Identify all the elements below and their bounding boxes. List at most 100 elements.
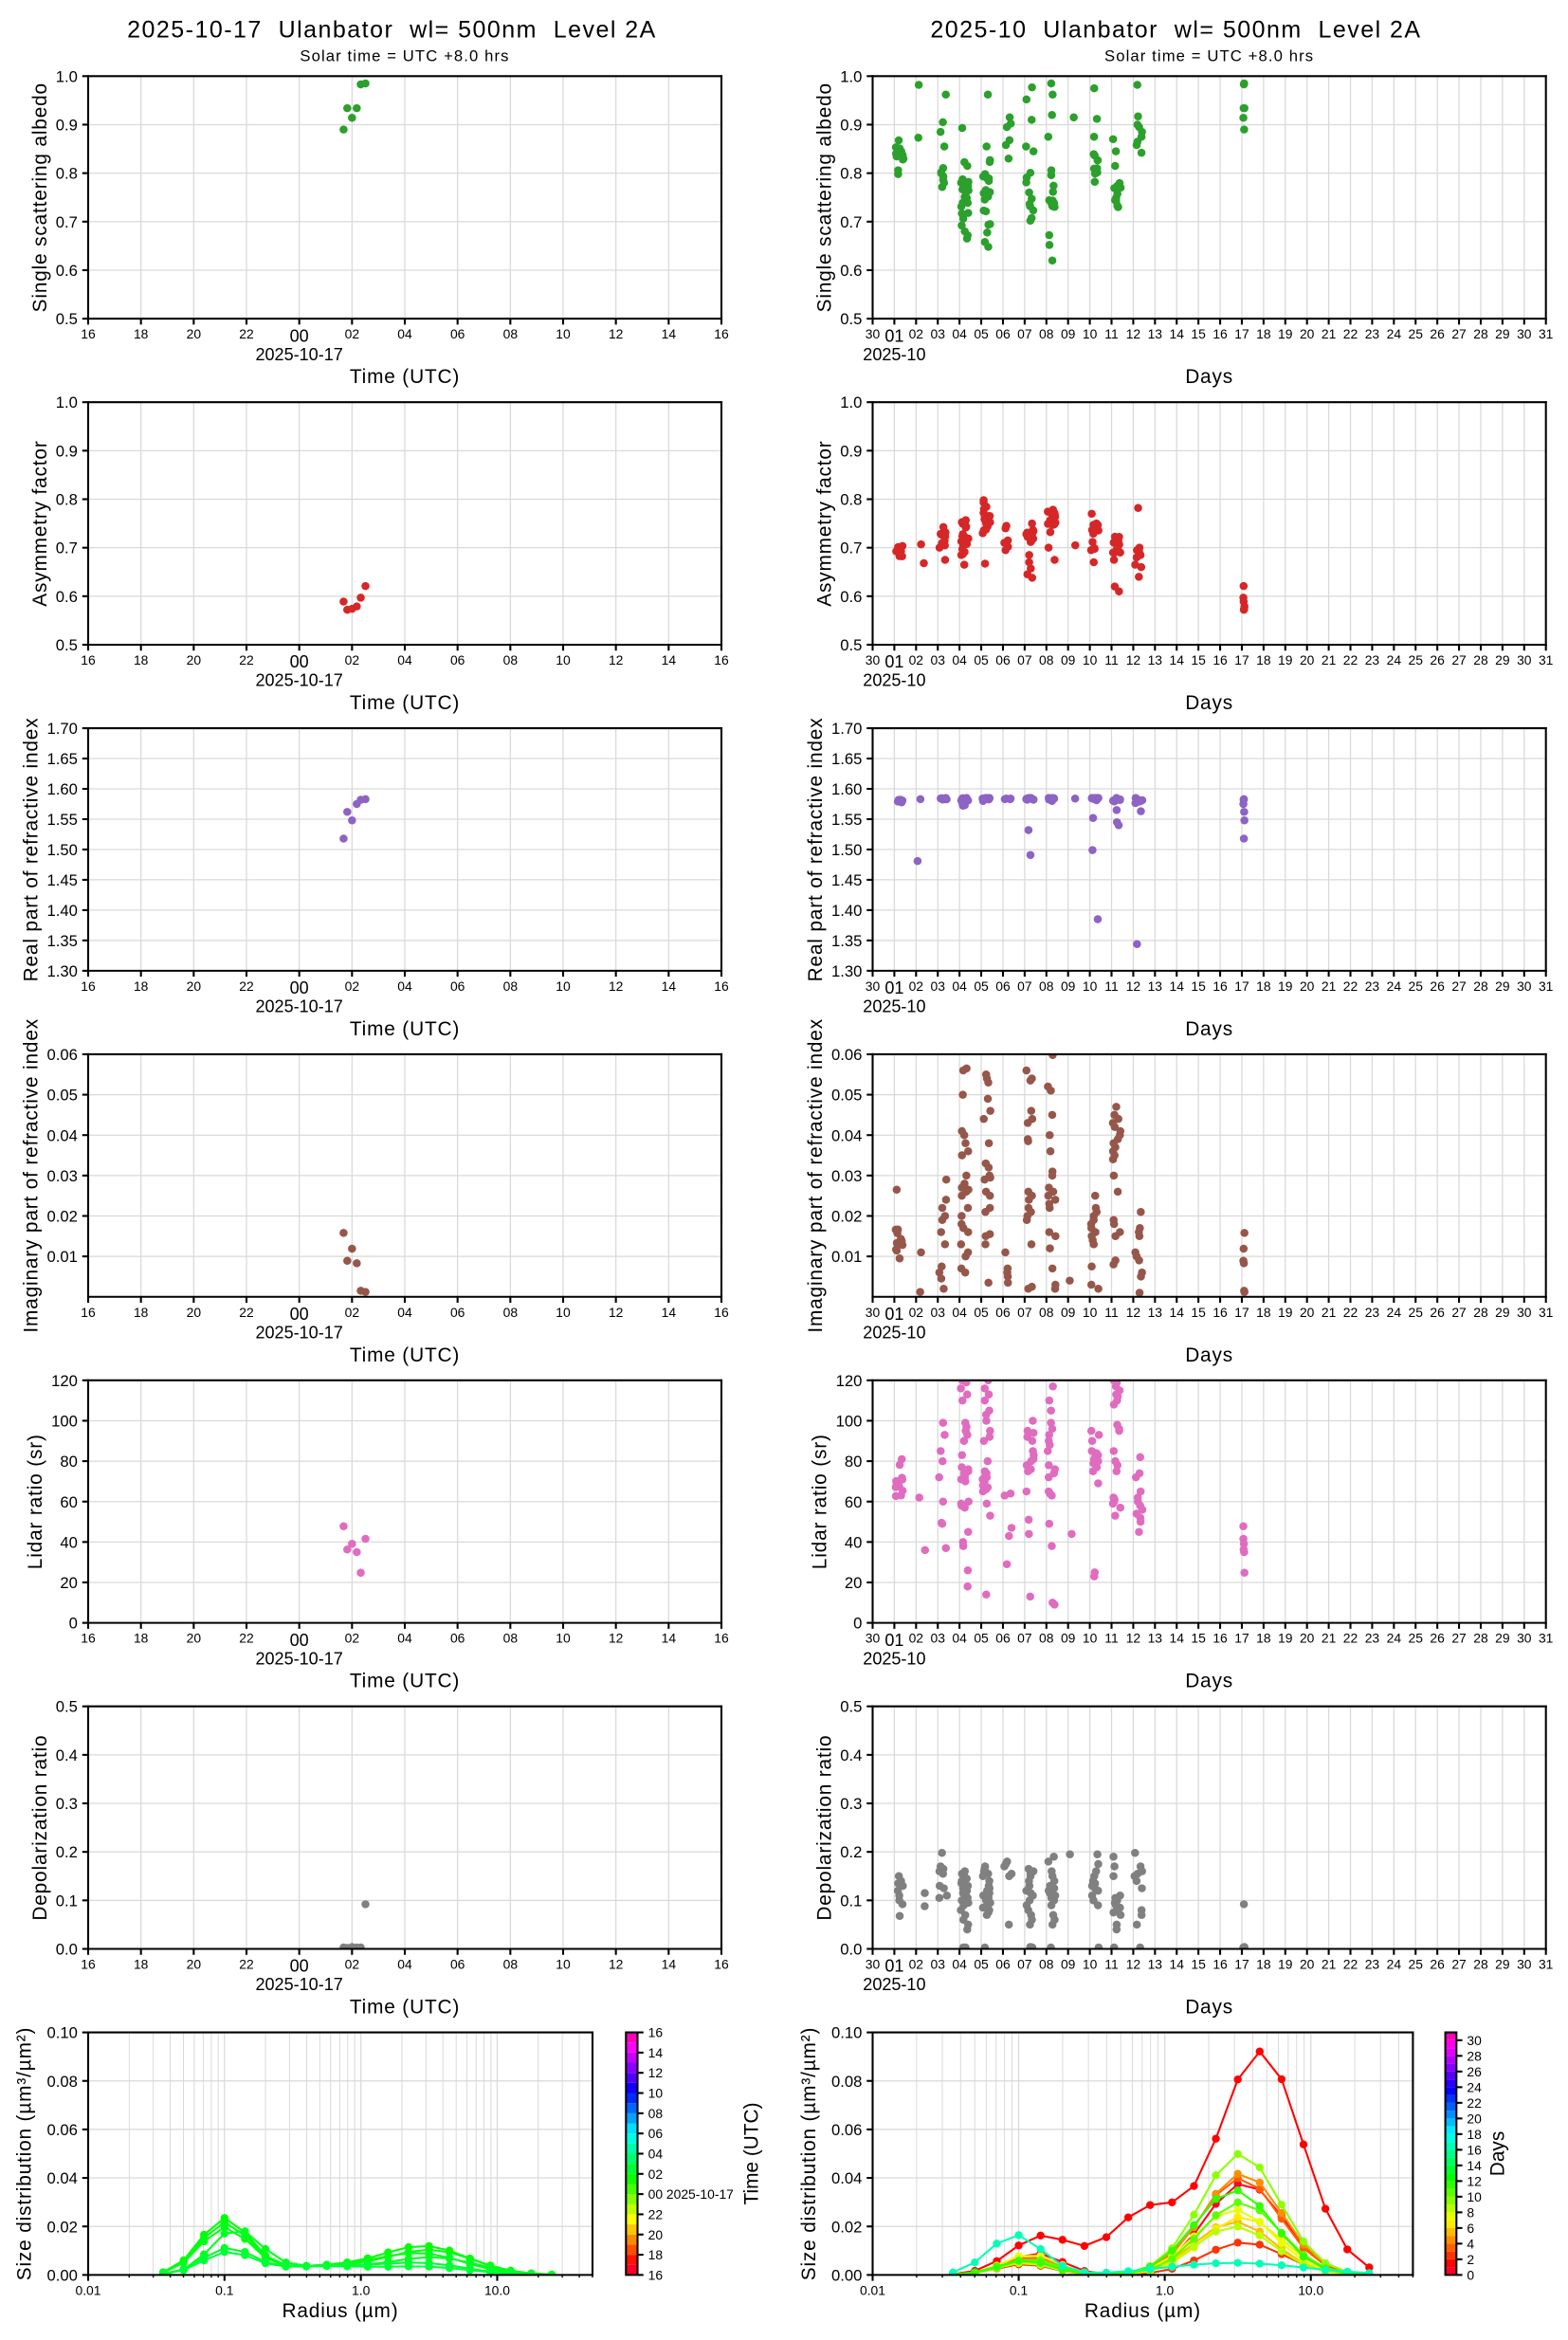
svg-text:16: 16	[714, 652, 729, 667]
svg-text:09: 09	[1061, 652, 1076, 667]
svg-text:26: 26	[1430, 326, 1445, 341]
svg-text:0.6: 0.6	[56, 262, 78, 280]
svg-text:10: 10	[556, 978, 571, 994]
svg-text:20: 20	[1300, 1305, 1315, 1320]
svg-text:00 2025-10-17: 00 2025-10-17	[648, 2186, 735, 2202]
svg-text:08: 08	[1039, 652, 1054, 667]
svg-text:0.9: 0.9	[56, 442, 78, 460]
svg-text:18: 18	[1256, 1305, 1271, 1320]
svg-text:Asymmetry factor: Asymmetry factor	[813, 440, 835, 606]
svg-text:28: 28	[1473, 1305, 1488, 1320]
svg-text:15: 15	[1191, 978, 1206, 994]
svg-text:14: 14	[662, 978, 677, 994]
svg-text:22: 22	[1343, 326, 1358, 341]
svg-text:05: 05	[974, 1957, 989, 1972]
svg-text:10: 10	[1083, 652, 1098, 667]
svg-text:29: 29	[1495, 652, 1510, 667]
svg-text:04: 04	[952, 978, 967, 994]
svg-text:26: 26	[1430, 652, 1445, 667]
svg-text:27: 27	[1451, 1631, 1467, 1646]
svg-text:0.7: 0.7	[840, 213, 862, 231]
svg-text:0.7: 0.7	[56, 539, 78, 558]
svg-text:0.05: 0.05	[831, 1087, 862, 1105]
svg-text:1.0: 1.0	[1156, 2283, 1175, 2298]
svg-text:24: 24	[1387, 326, 1402, 341]
svg-text:26: 26	[1430, 1957, 1445, 1972]
svg-text:1.35: 1.35	[46, 932, 77, 950]
svg-text:31: 31	[1539, 326, 1554, 341]
svg-text:30: 30	[1517, 1305, 1532, 1320]
svg-text:Time (UTC): Time (UTC)	[350, 1997, 460, 2019]
svg-text:2025-10: 2025-10	[863, 345, 925, 364]
svg-text:02: 02	[909, 1631, 924, 1646]
svg-text:28: 28	[1473, 326, 1488, 341]
svg-text:0.00: 0.00	[831, 2266, 862, 2284]
svg-text:16: 16	[714, 1631, 729, 1646]
svg-text:80: 80	[845, 1453, 863, 1471]
svg-text:16: 16	[1212, 652, 1228, 667]
svg-text:2025-10 Ulanbator wl= 500nm: 2025-10 Ulanbator wl= 500nm Level 2A	[930, 16, 1421, 43]
svg-text:10: 10	[1083, 1305, 1098, 1320]
svg-text:31: 31	[1539, 1957, 1554, 1972]
svg-text:30: 30	[1517, 326, 1532, 341]
svg-text:12: 12	[1126, 1957, 1141, 1972]
svg-text:0.01: 0.01	[860, 2283, 885, 2298]
svg-text:16: 16	[1212, 1957, 1228, 1972]
svg-text:14: 14	[662, 1631, 677, 1646]
svg-text:31: 31	[1539, 1631, 1554, 1646]
svg-text:19: 19	[1278, 652, 1293, 667]
svg-text:Depolarization ratio: Depolarization ratio	[29, 1735, 51, 1921]
svg-text:Time (UTC): Time (UTC)	[350, 1344, 460, 1366]
svg-text:16: 16	[81, 978, 96, 994]
svg-text:26: 26	[1430, 978, 1445, 994]
svg-text:0.6: 0.6	[840, 262, 862, 280]
svg-text:14: 14	[1467, 2158, 1482, 2173]
svg-text:01: 01	[884, 652, 903, 671]
svg-text:0.04: 0.04	[46, 1126, 77, 1144]
svg-text:06: 06	[450, 1631, 465, 1646]
svg-text:04: 04	[952, 1305, 967, 1320]
svg-text:28: 28	[1473, 978, 1488, 994]
svg-text:0.03: 0.03	[831, 1167, 862, 1185]
svg-text:20: 20	[187, 652, 202, 667]
svg-text:0.2: 0.2	[56, 1843, 78, 1861]
svg-text:2025-10-17: 2025-10-17	[255, 1649, 342, 1668]
svg-text:07: 07	[1017, 978, 1032, 994]
svg-text:Radius (µm): Radius (µm)	[1085, 2300, 1201, 2322]
svg-text:16: 16	[714, 978, 729, 994]
svg-text:09: 09	[1061, 326, 1076, 341]
svg-text:10: 10	[556, 326, 571, 341]
svg-text:0.9: 0.9	[56, 117, 78, 135]
svg-text:26: 26	[1430, 1305, 1445, 1320]
svg-text:22: 22	[239, 1631, 254, 1646]
svg-text:Lidar ratio (sr): Lidar ratio (sr)	[25, 1434, 46, 1569]
svg-text:Real part of refractive index: Real part of refractive index	[805, 718, 827, 982]
svg-text:10.0: 10.0	[484, 2283, 510, 2298]
svg-text:0.02: 0.02	[831, 1208, 862, 1226]
svg-text:10: 10	[1467, 2189, 1482, 2204]
svg-text:00: 00	[290, 652, 309, 671]
svg-text:0: 0	[69, 1615, 78, 1633]
svg-text:03: 03	[931, 978, 946, 994]
svg-text:1.45: 1.45	[46, 871, 77, 889]
svg-text:21: 21	[1322, 326, 1337, 341]
svg-text:1.35: 1.35	[831, 932, 862, 950]
svg-text:00: 00	[290, 978, 309, 997]
svg-text:0.6: 0.6	[56, 588, 78, 606]
svg-text:20: 20	[1300, 652, 1315, 667]
svg-text:13: 13	[1148, 1631, 1163, 1646]
svg-text:16: 16	[1467, 2142, 1482, 2157]
svg-text:2025-10-17: 2025-10-17	[255, 1975, 342, 1994]
svg-text:09: 09	[1061, 978, 1076, 994]
svg-text:30: 30	[866, 978, 881, 994]
svg-text:13: 13	[1148, 652, 1163, 667]
svg-text:Single scattering albedo: Single scattering albedo	[29, 82, 51, 312]
svg-text:10: 10	[556, 652, 571, 667]
svg-text:04: 04	[397, 978, 412, 994]
svg-text:06: 06	[995, 1957, 1011, 1972]
svg-text:03: 03	[931, 326, 946, 341]
svg-text:2025-10-17: 2025-10-17	[255, 997, 342, 1016]
svg-text:06: 06	[450, 978, 465, 994]
svg-text:16: 16	[1212, 978, 1228, 994]
svg-text:06: 06	[648, 2126, 664, 2141]
